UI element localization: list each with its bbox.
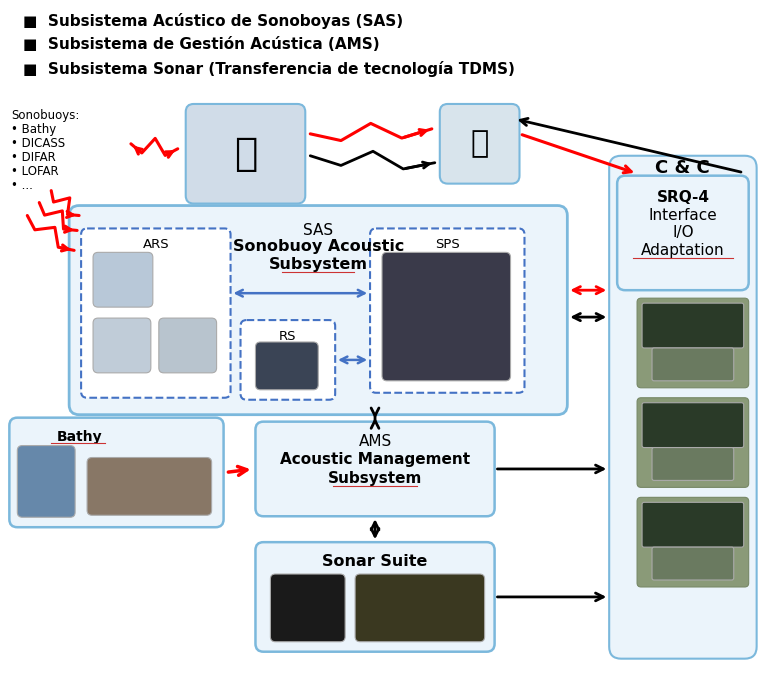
FancyBboxPatch shape [642,403,744,448]
Text: I/O: I/O [672,225,693,240]
FancyBboxPatch shape [637,398,749,487]
FancyBboxPatch shape [271,574,345,642]
FancyBboxPatch shape [370,228,525,393]
FancyBboxPatch shape [255,342,318,389]
FancyBboxPatch shape [69,206,568,414]
FancyBboxPatch shape [637,497,749,587]
Text: • DIFAR: • DIFAR [12,151,56,164]
Text: • DICASS: • DICASS [12,137,65,150]
Text: Subsystem: Subsystem [268,257,367,272]
Text: ■  Subsistema Acústico de Sonoboyas (SAS): ■ Subsistema Acústico de Sonoboyas (SAS) [23,14,403,29]
FancyBboxPatch shape [642,303,744,348]
Text: RS: RS [279,330,297,343]
Text: Sonobuoys:: Sonobuoys: [12,109,80,122]
FancyBboxPatch shape [159,318,216,373]
Text: ARS: ARS [143,238,170,251]
Text: Bathy: Bathy [56,429,102,443]
FancyBboxPatch shape [81,228,231,398]
Text: • LOFAR: • LOFAR [12,165,59,178]
FancyBboxPatch shape [9,418,224,527]
FancyBboxPatch shape [255,422,495,516]
FancyBboxPatch shape [652,348,734,381]
FancyBboxPatch shape [439,104,519,184]
FancyBboxPatch shape [609,156,756,659]
FancyBboxPatch shape [93,318,151,373]
Text: • Bathy: • Bathy [12,123,57,136]
FancyBboxPatch shape [617,176,749,290]
FancyBboxPatch shape [355,574,485,642]
Text: Adaptation: Adaptation [641,244,725,259]
Text: Sonar Suite: Sonar Suite [322,554,428,569]
FancyBboxPatch shape [652,448,734,481]
Text: 📡: 📡 [470,130,489,159]
FancyBboxPatch shape [18,446,75,517]
Text: SRQ-4: SRQ-4 [657,190,709,205]
FancyBboxPatch shape [255,542,495,651]
FancyBboxPatch shape [241,320,335,400]
FancyBboxPatch shape [93,252,153,307]
FancyBboxPatch shape [87,458,212,515]
Text: AMS: AMS [358,433,392,449]
FancyBboxPatch shape [186,104,305,204]
Text: Acoustic Management: Acoustic Management [280,452,470,466]
Text: SPS: SPS [435,238,459,251]
Text: C & C: C & C [654,159,709,177]
FancyBboxPatch shape [382,252,511,381]
Text: ■  Subsistema de Gestión Acústica (AMS): ■ Subsistema de Gestión Acústica (AMS) [23,37,380,52]
Text: ■  Subsistema Sonar (Transferencia de tecnología TDMS): ■ Subsistema Sonar (Transferencia de tec… [23,61,515,77]
FancyBboxPatch shape [637,298,749,388]
Text: 🚁: 🚁 [234,135,257,173]
Text: Interface: Interface [649,207,717,223]
Text: SAS: SAS [303,223,334,238]
FancyBboxPatch shape [642,502,744,547]
Text: • ...: • ... [12,179,33,192]
Text: Subsystem: Subsystem [328,471,422,487]
Text: Sonobuoy Acoustic: Sonobuoy Acoustic [232,240,404,254]
FancyBboxPatch shape [652,547,734,580]
